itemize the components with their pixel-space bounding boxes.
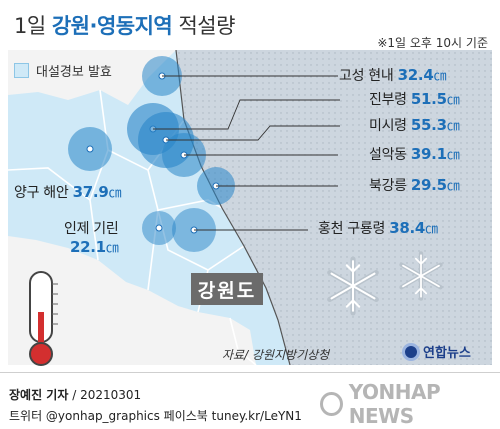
source-credit: 자료/ 강원지방기상청 bbox=[222, 348, 330, 362]
yonhap-logo-icon bbox=[402, 342, 420, 361]
station-label-jinburyeong: 진부령 51.5㎝ bbox=[369, 90, 460, 108]
station-label-seoragdong: 설악동 39.1㎝ bbox=[369, 145, 460, 163]
thermometer-icon bbox=[29, 271, 58, 366]
snowflake-icon bbox=[399, 251, 443, 301]
station-label-inje-girin: 인제 기린 22.1㎝ bbox=[64, 221, 119, 256]
reference-time: ※1일 오후 10시 기준 bbox=[377, 36, 488, 50]
station-label-goseong: 고성 현내 32.4㎝ bbox=[339, 66, 447, 84]
station-label-misiryeong: 미시령 55.3㎝ bbox=[369, 116, 460, 134]
social-links: 트위터 @yonhap_graphics 페이스북 tuney.kr/LeYN1 bbox=[9, 409, 302, 423]
station-label-yanggu-haean: 양구 해안 37.9㎝ bbox=[14, 183, 122, 201]
marker-inje-girin bbox=[142, 211, 176, 245]
station-markers bbox=[68, 56, 235, 252]
station-label-hongcheon-guryongryeong: 홍천 구룡령 38.4㎝ bbox=[318, 219, 438, 237]
marker-yanggu-haean bbox=[68, 127, 112, 171]
snowflake-icon bbox=[327, 256, 379, 316]
station-label-bukgangneung: 북강릉 29.5㎝ bbox=[369, 176, 460, 194]
snowfall-map bbox=[8, 50, 492, 365]
legend-swatch bbox=[14, 63, 29, 78]
legend-label: 대설경보 발효 bbox=[36, 65, 112, 80]
map-legend: 대설경보 발효 bbox=[14, 61, 112, 80]
yonhap-news-watermark: YONHAP NEWS bbox=[320, 380, 500, 428]
watermark-logo-icon bbox=[320, 392, 343, 416]
yonhap-logo: 연합뉴스 bbox=[402, 342, 471, 361]
footer-divider bbox=[0, 372, 500, 373]
sea-texture bbox=[176, 50, 492, 365]
leader-lines bbox=[153, 75, 340, 231]
page-title: 1일 강원·영동지역 적설량 bbox=[14, 14, 235, 38]
region-label: 강원도 bbox=[191, 273, 263, 305]
reporter-credit: 장예진 기자 / 20210301 bbox=[9, 388, 142, 402]
